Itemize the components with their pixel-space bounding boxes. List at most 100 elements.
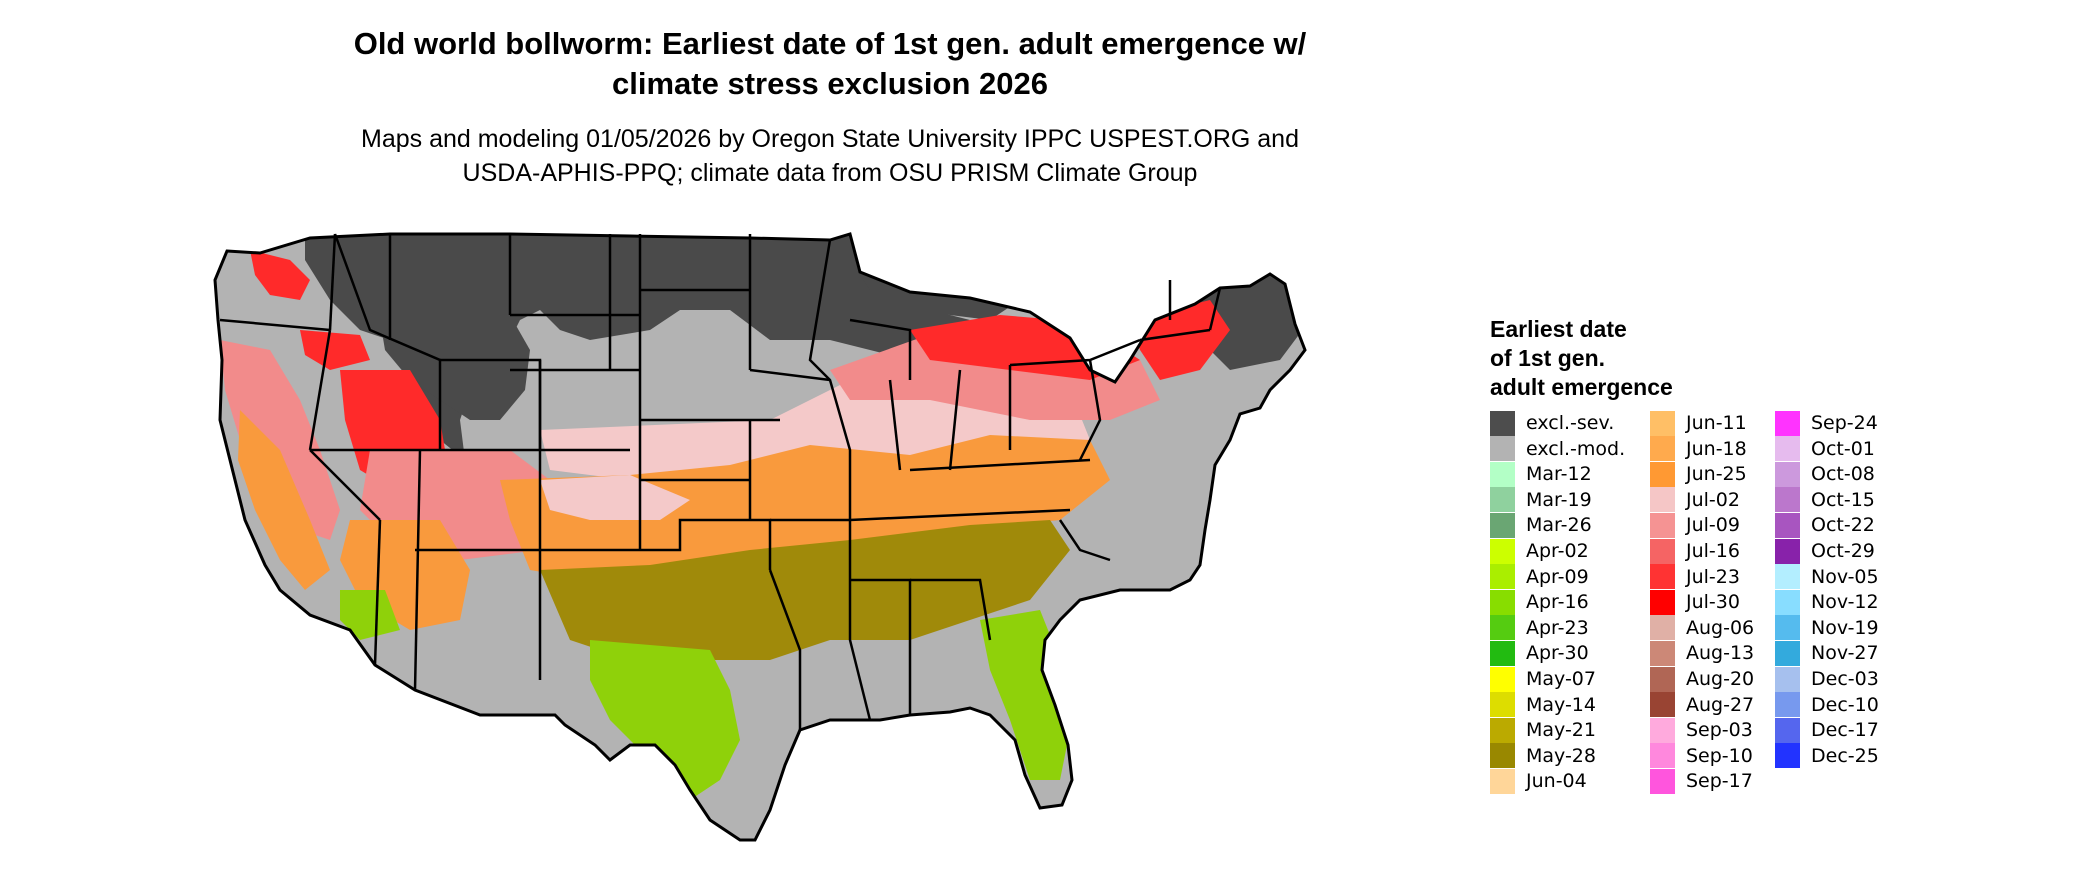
legend-swatch bbox=[1650, 461, 1675, 487]
legend-swatch bbox=[1775, 615, 1800, 641]
legend-item: Jun-04 bbox=[1490, 768, 1587, 794]
zone-arizona-yellow bbox=[340, 590, 400, 640]
zone-idaho-red bbox=[300, 330, 370, 370]
legend-label: Jul-09 bbox=[1686, 514, 1740, 537]
legend-item: May-14 bbox=[1490, 692, 1596, 718]
legend-label: Aug-06 bbox=[1686, 616, 1755, 639]
legend-label: Nov-05 bbox=[1811, 565, 1879, 588]
legend-item: Dec-10 bbox=[1775, 692, 1879, 718]
legend-label: Sep-17 bbox=[1686, 770, 1753, 793]
legend-item: Jul-02 bbox=[1650, 487, 1740, 513]
legend-label: Sep-10 bbox=[1686, 744, 1753, 767]
legend-label: Sep-24 bbox=[1811, 412, 1878, 434]
legend-item: Mar-19 bbox=[1490, 487, 1592, 513]
legend-swatch bbox=[1650, 538, 1675, 564]
legend-label: Apr-09 bbox=[1526, 565, 1589, 588]
legend-swatch bbox=[1650, 512, 1675, 538]
legend-item: Nov-27 bbox=[1775, 640, 1879, 666]
legend-label: Dec-03 bbox=[1811, 668, 1879, 690]
legend-swatch bbox=[1775, 461, 1800, 487]
legend-label: Aug-20 bbox=[1686, 668, 1755, 690]
legend-swatch bbox=[1650, 768, 1675, 794]
legend-label: Aug-27 bbox=[1686, 693, 1755, 716]
legend-item: Aug-27 bbox=[1650, 692, 1754, 718]
legend-item: Nov-12 bbox=[1775, 589, 1879, 615]
legend-item: Sep-24 bbox=[1775, 410, 1878, 436]
legend-swatch bbox=[1775, 589, 1800, 615]
legend-label: May-21 bbox=[1526, 719, 1596, 742]
legend-item: Oct-29 bbox=[1775, 538, 1875, 564]
legend-item: Oct-22 bbox=[1775, 512, 1875, 538]
legend-title-line-1: Earliest date bbox=[1490, 316, 1627, 342]
legend-item: Jun-18 bbox=[1650, 436, 1747, 462]
legend-label: Nov-12 bbox=[1811, 591, 1879, 614]
legend-item: excl.-mod. bbox=[1490, 436, 1625, 462]
legend-swatch bbox=[1490, 743, 1515, 769]
zone-california-orange bbox=[238, 410, 330, 590]
legend-item: Sep-03 bbox=[1650, 717, 1753, 743]
legend-label: Dec-17 bbox=[1811, 719, 1879, 742]
map-title-line-1: Old world bollworm: Earliest date of 1st… bbox=[353, 26, 1307, 61]
map-title: Old world bollworm: Earliest date of 1st… bbox=[180, 24, 1480, 104]
legend-label: Oct-22 bbox=[1811, 514, 1875, 537]
legend-swatch bbox=[1490, 410, 1515, 436]
legend-swatch bbox=[1775, 564, 1800, 590]
legend-swatch bbox=[1775, 692, 1800, 718]
legend-swatch bbox=[1490, 512, 1515, 538]
legend-swatch bbox=[1775, 743, 1800, 769]
legend-label: Oct-15 bbox=[1811, 488, 1875, 511]
us-map-svg bbox=[213, 232, 1307, 842]
legend-item: Jul-16 bbox=[1650, 538, 1740, 564]
legend-item: Jun-25 bbox=[1650, 461, 1747, 487]
legend-label: Aug-13 bbox=[1686, 642, 1755, 665]
map-legend: Earliest date of 1st gen. adult emergenc… bbox=[1490, 315, 1910, 810]
legend-swatch bbox=[1490, 615, 1515, 641]
legend-item: Jul-09 bbox=[1650, 512, 1740, 538]
legend-item: May-07 bbox=[1490, 666, 1596, 692]
map-title-line-2: climate stress exclusion 2026 bbox=[612, 66, 1048, 101]
legend-item: Dec-03 bbox=[1775, 666, 1879, 692]
legend-item: excl.-sev. bbox=[1490, 410, 1614, 436]
legend-label: Jun-11 bbox=[1686, 412, 1747, 434]
legend-label: Dec-10 bbox=[1811, 693, 1879, 716]
legend-label: May-14 bbox=[1526, 693, 1596, 716]
legend-swatch bbox=[1650, 717, 1675, 743]
legend-label: Jul-30 bbox=[1686, 591, 1740, 614]
map-subtitle-line-1: Maps and modeling 01/05/2026 by Oregon S… bbox=[361, 125, 1299, 153]
legend-item: Jun-11 bbox=[1650, 410, 1747, 436]
legend-item: Sep-10 bbox=[1650, 743, 1753, 769]
legend-label: Dec-25 bbox=[1811, 744, 1879, 767]
legend-label: Jun-18 bbox=[1686, 437, 1747, 460]
legend-label: May-07 bbox=[1526, 668, 1596, 690]
legend-item: Oct-01 bbox=[1775, 436, 1875, 462]
legend-item: Apr-16 bbox=[1490, 589, 1589, 615]
legend-item: Apr-09 bbox=[1490, 564, 1589, 590]
legend-item: Dec-25 bbox=[1775, 743, 1879, 769]
legend-swatch bbox=[1650, 640, 1675, 666]
legend-item: Apr-30 bbox=[1490, 640, 1589, 666]
zone-southern-orange bbox=[500, 435, 1110, 580]
zone-excl-sev-rockies bbox=[380, 315, 530, 420]
legend-swatch bbox=[1490, 436, 1515, 462]
legend-swatch bbox=[1490, 564, 1515, 590]
legend-swatch bbox=[1650, 564, 1675, 590]
legend-item: Sep-17 bbox=[1650, 768, 1753, 794]
zone-california-pink bbox=[220, 340, 340, 540]
zone-northwest-red bbox=[250, 250, 310, 300]
legend-label: Mar-19 bbox=[1526, 488, 1592, 511]
legend-item: Nov-19 bbox=[1775, 615, 1879, 641]
legend-label: Jul-16 bbox=[1686, 540, 1740, 562]
legend-label: Apr-16 bbox=[1526, 591, 1589, 614]
legend-label: Nov-19 bbox=[1811, 616, 1879, 639]
legend-item: Mar-26 bbox=[1490, 512, 1592, 538]
legend-entries: excl.-sev. excl.-mod. Mar-12 Mar-19 Mar-26 Ap… bbox=[1490, 410, 1910, 810]
us-map bbox=[210, 220, 1460, 890]
legend-swatch bbox=[1775, 410, 1800, 436]
zone-south-texas-green bbox=[590, 640, 740, 800]
legend-label: Apr-02 bbox=[1526, 540, 1589, 562]
legend-item: Jul-23 bbox=[1650, 564, 1740, 590]
state-boundaries bbox=[219, 233, 1222, 730]
legend-label: Jul-23 bbox=[1686, 565, 1740, 588]
legend-swatch bbox=[1775, 487, 1800, 513]
map-subtitle-line-2: USDA-APHIS-PPQ; climate data from OSU PR… bbox=[462, 159, 1198, 187]
